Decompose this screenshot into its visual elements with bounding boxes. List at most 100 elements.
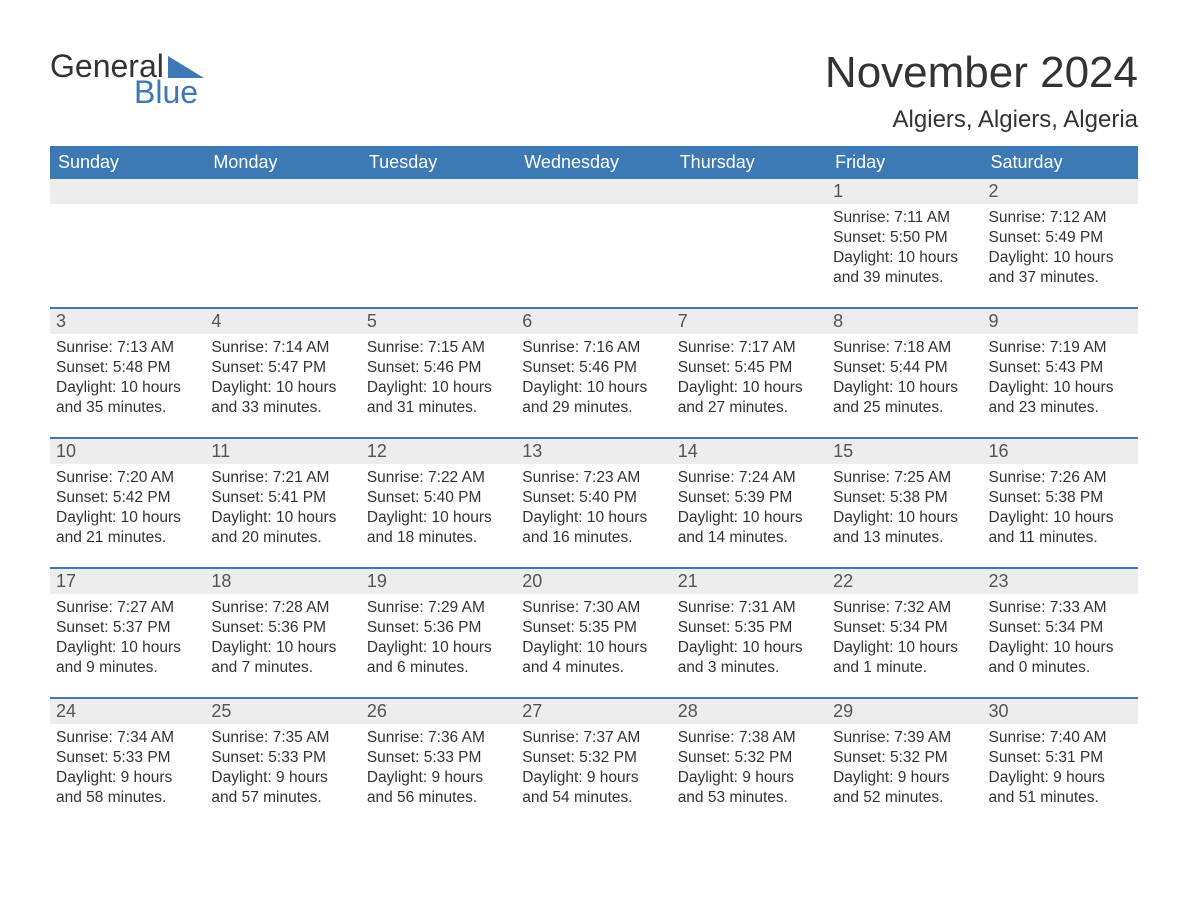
logo-word-blue: Blue — [134, 76, 204, 108]
cell-body: Sunrise: 7:21 AMSunset: 5:41 PMDaylight:… — [205, 464, 360, 553]
day2-text: and 4 minutes. — [522, 658, 665, 678]
sunset-text: Sunset: 5:45 PM — [678, 358, 821, 378]
day-header-wednesday: Wednesday — [516, 146, 671, 179]
cell-body: Sunrise: 7:16 AMSunset: 5:46 PMDaylight:… — [516, 334, 671, 423]
page: General Blue November 2024 Algiers, Algi… — [0, 0, 1188, 867]
day-number: 9 — [983, 309, 1138, 334]
weeks-container: 1Sunrise: 7:11 AMSunset: 5:50 PMDaylight… — [50, 179, 1138, 827]
sunset-text: Sunset: 5:46 PM — [367, 358, 510, 378]
day2-text: and 9 minutes. — [56, 658, 199, 678]
sunrise-text: Sunrise: 7:32 AM — [833, 598, 976, 618]
calendar-cell: 5Sunrise: 7:15 AMSunset: 5:46 PMDaylight… — [361, 309, 516, 437]
day-header-sunday: Sunday — [50, 146, 205, 179]
day1-text: Daylight: 10 hours — [56, 378, 199, 398]
day-number — [516, 179, 671, 204]
sunset-text: Sunset: 5:49 PM — [989, 228, 1132, 248]
logo: General Blue — [50, 50, 204, 108]
sunrise-text: Sunrise: 7:25 AM — [833, 468, 976, 488]
sunrise-text: Sunrise: 7:35 AM — [211, 728, 354, 748]
sunrise-text: Sunrise: 7:31 AM — [678, 598, 821, 618]
sunrise-text: Sunrise: 7:36 AM — [367, 728, 510, 748]
day2-text: and 54 minutes. — [522, 788, 665, 808]
sunrise-text: Sunrise: 7:33 AM — [989, 598, 1132, 618]
week-row: 10Sunrise: 7:20 AMSunset: 5:42 PMDayligh… — [50, 437, 1138, 567]
sunset-text: Sunset: 5:35 PM — [522, 618, 665, 638]
day-header-row: Sunday Monday Tuesday Wednesday Thursday… — [50, 146, 1138, 179]
calendar-cell — [50, 179, 205, 307]
day1-text: Daylight: 9 hours — [367, 768, 510, 788]
sunset-text: Sunset: 5:38 PM — [833, 488, 976, 508]
calendar-cell: 6Sunrise: 7:16 AMSunset: 5:46 PMDaylight… — [516, 309, 671, 437]
sunset-text: Sunset: 5:43 PM — [989, 358, 1132, 378]
day2-text: and 53 minutes. — [678, 788, 821, 808]
sunrise-text: Sunrise: 7:40 AM — [989, 728, 1132, 748]
calendar-cell — [672, 179, 827, 307]
day-number — [205, 179, 360, 204]
day2-text: and 16 minutes. — [522, 528, 665, 548]
sunrise-text: Sunrise: 7:23 AM — [522, 468, 665, 488]
day-header-tuesday: Tuesday — [361, 146, 516, 179]
day-number: 17 — [50, 569, 205, 594]
day2-text: and 31 minutes. — [367, 398, 510, 418]
sunset-text: Sunset: 5:44 PM — [833, 358, 976, 378]
day-number: 22 — [827, 569, 982, 594]
sunrise-text: Sunrise: 7:38 AM — [678, 728, 821, 748]
day1-text: Daylight: 10 hours — [989, 378, 1132, 398]
calendar-cell: 25Sunrise: 7:35 AMSunset: 5:33 PMDayligh… — [205, 699, 360, 827]
day-number: 29 — [827, 699, 982, 724]
sunrise-text: Sunrise: 7:30 AM — [522, 598, 665, 618]
week-row: 24Sunrise: 7:34 AMSunset: 5:33 PMDayligh… — [50, 697, 1138, 827]
sunrise-text: Sunrise: 7:27 AM — [56, 598, 199, 618]
sunrise-text: Sunrise: 7:26 AM — [989, 468, 1132, 488]
calendar-cell: 29Sunrise: 7:39 AMSunset: 5:32 PMDayligh… — [827, 699, 982, 827]
day1-text: Daylight: 10 hours — [56, 508, 199, 528]
cell-body: Sunrise: 7:14 AMSunset: 5:47 PMDaylight:… — [205, 334, 360, 423]
calendar-cell: 13Sunrise: 7:23 AMSunset: 5:40 PMDayligh… — [516, 439, 671, 567]
cell-body — [205, 204, 360, 214]
day2-text: and 39 minutes. — [833, 268, 976, 288]
sunrise-text: Sunrise: 7:24 AM — [678, 468, 821, 488]
calendar-cell: 2Sunrise: 7:12 AMSunset: 5:49 PMDaylight… — [983, 179, 1138, 307]
sunrise-text: Sunrise: 7:17 AM — [678, 338, 821, 358]
calendar-cell: 22Sunrise: 7:32 AMSunset: 5:34 PMDayligh… — [827, 569, 982, 697]
cell-body: Sunrise: 7:33 AMSunset: 5:34 PMDaylight:… — [983, 594, 1138, 683]
day-number: 4 — [205, 309, 360, 334]
sunrise-text: Sunrise: 7:12 AM — [989, 208, 1132, 228]
day1-text: Daylight: 10 hours — [367, 638, 510, 658]
day1-text: Daylight: 10 hours — [367, 508, 510, 528]
sunset-text: Sunset: 5:47 PM — [211, 358, 354, 378]
day-number: 19 — [361, 569, 516, 594]
sunset-text: Sunset: 5:42 PM — [56, 488, 199, 508]
calendar-cell: 7Sunrise: 7:17 AMSunset: 5:45 PMDaylight… — [672, 309, 827, 437]
day2-text: and 6 minutes. — [367, 658, 510, 678]
day1-text: Daylight: 10 hours — [367, 378, 510, 398]
day2-text: and 18 minutes. — [367, 528, 510, 548]
day1-text: Daylight: 9 hours — [56, 768, 199, 788]
sunrise-text: Sunrise: 7:16 AM — [522, 338, 665, 358]
sunset-text: Sunset: 5:31 PM — [989, 748, 1132, 768]
day-number: 11 — [205, 439, 360, 464]
cell-body: Sunrise: 7:29 AMSunset: 5:36 PMDaylight:… — [361, 594, 516, 683]
title-block: November 2024 Algiers, Algiers, Algeria — [825, 50, 1138, 134]
cell-body: Sunrise: 7:36 AMSunset: 5:33 PMDaylight:… — [361, 724, 516, 813]
calendar-cell: 18Sunrise: 7:28 AMSunset: 5:36 PMDayligh… — [205, 569, 360, 697]
cell-body: Sunrise: 7:15 AMSunset: 5:46 PMDaylight:… — [361, 334, 516, 423]
day-number: 15 — [827, 439, 982, 464]
day-number — [50, 179, 205, 204]
cell-body: Sunrise: 7:40 AMSunset: 5:31 PMDaylight:… — [983, 724, 1138, 813]
sunrise-text: Sunrise: 7:29 AM — [367, 598, 510, 618]
sunset-text: Sunset: 5:40 PM — [367, 488, 510, 508]
cell-body: Sunrise: 7:31 AMSunset: 5:35 PMDaylight:… — [672, 594, 827, 683]
day-number — [361, 179, 516, 204]
cell-body: Sunrise: 7:11 AMSunset: 5:50 PMDaylight:… — [827, 204, 982, 293]
day-number: 16 — [983, 439, 1138, 464]
day2-text: and 21 minutes. — [56, 528, 199, 548]
sunset-text: Sunset: 5:32 PM — [522, 748, 665, 768]
calendar-cell: 23Sunrise: 7:33 AMSunset: 5:34 PMDayligh… — [983, 569, 1138, 697]
day-number: 5 — [361, 309, 516, 334]
day-number: 6 — [516, 309, 671, 334]
sunset-text: Sunset: 5:33 PM — [367, 748, 510, 768]
day1-text: Daylight: 10 hours — [678, 508, 821, 528]
sunrise-text: Sunrise: 7:20 AM — [56, 468, 199, 488]
week-row: 3Sunrise: 7:13 AMSunset: 5:48 PMDaylight… — [50, 307, 1138, 437]
